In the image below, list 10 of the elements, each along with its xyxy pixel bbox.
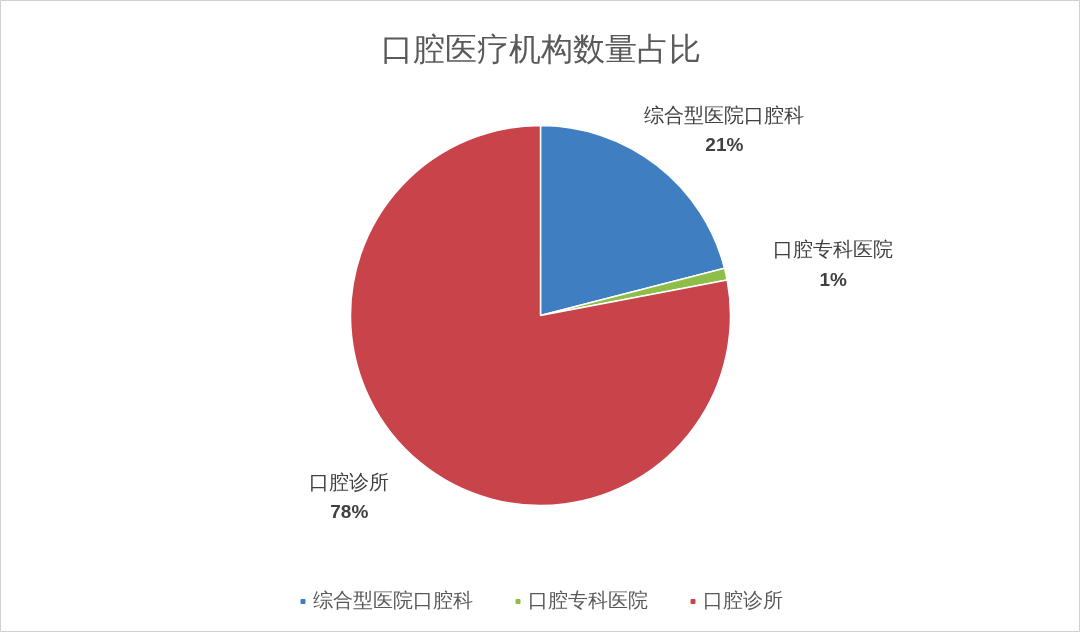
legend-label: 综合型医院口腔科	[312, 588, 473, 613]
slice-label: 口腔专科医院	[773, 238, 894, 261]
chart-title: 口腔医疗机构数量占比	[380, 30, 701, 67]
data-label: 78%	[330, 501, 369, 523]
data-label: 1%	[819, 268, 848, 290]
data-label: 21%	[705, 134, 744, 156]
slice-label: 口腔诊所	[309, 470, 390, 493]
legend-label: 口腔专科医院	[527, 588, 648, 613]
slice-label: 综合型医院口腔科	[644, 103, 805, 126]
legend-label: 口腔诊所	[702, 588, 783, 613]
